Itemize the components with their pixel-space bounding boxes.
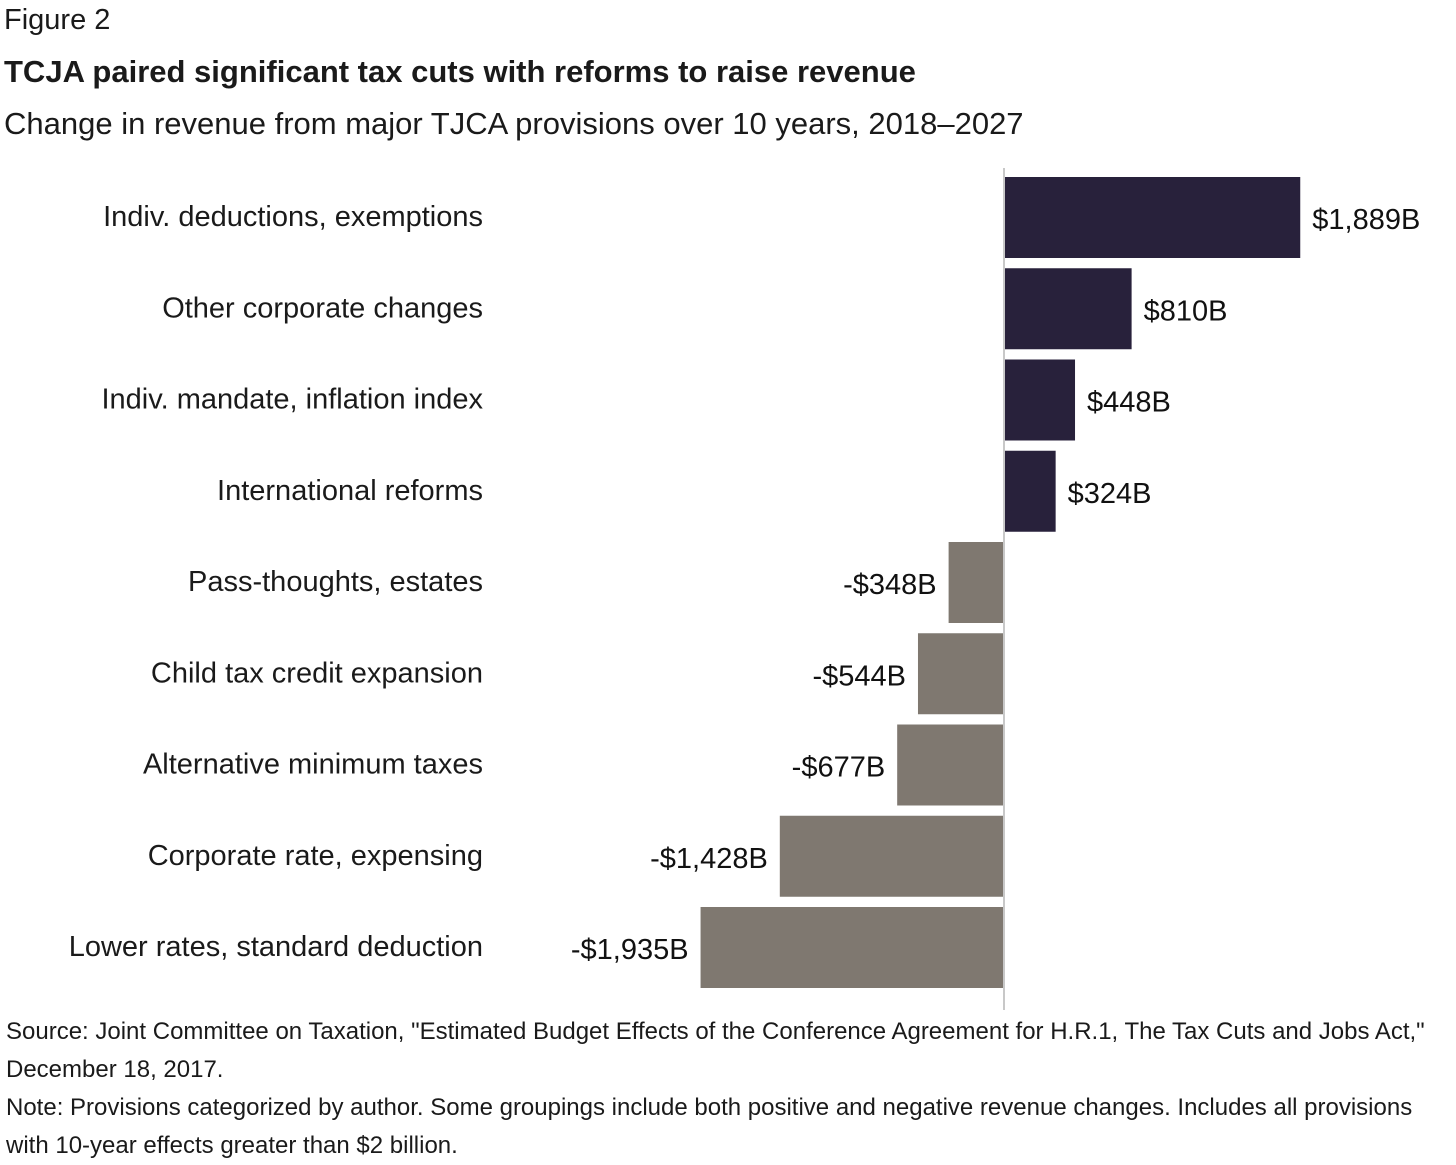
bar-7 <box>897 724 1003 806</box>
bar-1 <box>1005 177 1301 258</box>
bar-chart: Indiv. deductions, exemptions $1,889B Othe… <box>69 168 1420 1010</box>
bar-5 <box>948 542 1003 623</box>
value-label: $324B <box>1068 478 1152 510</box>
bar-3 <box>1005 359 1076 441</box>
bar-4 <box>1005 450 1056 532</box>
category-label: Child tax credit expansion <box>151 657 483 689</box>
value-label: -$544B <box>812 660 906 692</box>
methodology-note: Note: Provisions categorized by author. … <box>6 1094 1413 1159</box>
category-label: Indiv. deductions, exemptions <box>103 201 483 233</box>
bar-2 <box>1005 268 1132 350</box>
category-label: Indiv. mandate, inflation index <box>101 384 483 416</box>
value-label: -$348B <box>843 569 937 601</box>
chart-title: TCJA paired significant tax cuts with re… <box>4 54 916 89</box>
value-label: -$1,428B <box>650 843 768 875</box>
value-label: -$677B <box>792 752 886 784</box>
category-label: International reforms <box>217 475 483 507</box>
value-label: $448B <box>1087 387 1171 419</box>
bar-9 <box>700 907 1003 988</box>
bar-6 <box>917 633 1003 715</box>
category-label: Other corporate changes <box>162 292 483 324</box>
category-label: Corporate rate, expensing <box>148 840 483 872</box>
bar-8 <box>779 815 1003 897</box>
category-label: Pass-thoughts, estates <box>188 566 483 598</box>
value-label: $1,889B <box>1312 204 1420 236</box>
value-label: $810B <box>1144 295 1228 327</box>
figure-label: Figure 2 <box>4 4 111 36</box>
category-label: Lower rates, standard deduction <box>69 931 483 963</box>
source-note: Source: Joint Committee on Taxation, "Es… <box>6 1018 1425 1083</box>
value-label: -$1,935B <box>571 934 689 966</box>
category-label: Alternative minimum taxes <box>143 749 483 781</box>
chart-subtitle: Change in revenue from major TJCA provis… <box>4 106 1024 141</box>
